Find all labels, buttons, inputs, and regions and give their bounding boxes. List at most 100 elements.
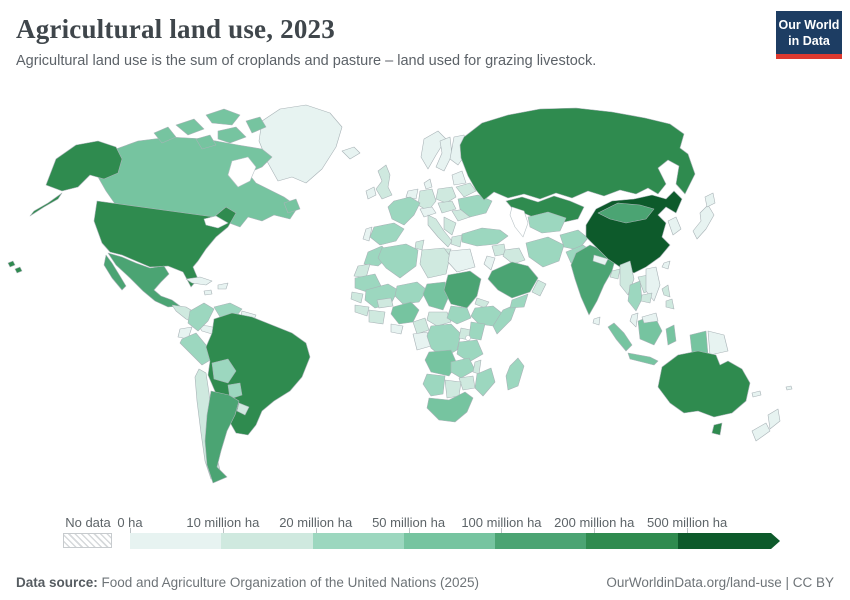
legend-bin-4[interactable]: [495, 533, 587, 549]
country-iceland[interactable]: [341, 146, 361, 160]
country-sri-lanka[interactable]: [592, 316, 601, 326]
country-cuba[interactable]: [185, 276, 213, 286]
country-hispaniola[interactable]: [217, 282, 229, 290]
country-argentina[interactable]: [204, 390, 240, 484]
country-guinea[interactable]: [354, 304, 370, 317]
country-belarus[interactable]: [455, 182, 477, 198]
country-malawi[interactable]: [472, 359, 482, 375]
country-norway[interactable]: [420, 130, 447, 170]
country-bangladesh[interactable]: [609, 268, 621, 280]
country-jamaica[interactable]: [203, 289, 213, 296]
country-balkans[interactable]: [443, 216, 457, 236]
country-kenya[interactable]: [468, 321, 486, 341]
country-senegal[interactable]: [350, 291, 364, 304]
no-data-swatch[interactable]: [63, 533, 112, 548]
country-new-zealand-south[interactable]: [751, 422, 771, 442]
country-japan-honshu[interactable]: [692, 204, 715, 240]
country-madagascar[interactable]: [505, 357, 525, 391]
country-zimbabwe[interactable]: [458, 375, 476, 391]
country-japan-hokkaido[interactable]: [704, 192, 716, 208]
country-chad[interactable]: [422, 281, 450, 311]
country-cambodia[interactable]: [640, 292, 653, 304]
country-saudi-arabia[interactable]: [487, 261, 539, 299]
country-usa-hawaii-2[interactable]: [14, 266, 23, 274]
country-philippines-2[interactable]: [665, 298, 675, 310]
legend-bin-3[interactable]: [403, 533, 496, 549]
country-benelux[interactable]: [405, 188, 419, 200]
country-taiwan[interactable]: [661, 260, 671, 270]
country-paraguay[interactable]: [227, 382, 243, 400]
country-iran[interactable]: [525, 236, 565, 268]
country-australia[interactable]: [657, 350, 751, 418]
legend-bin-0[interactable]: [130, 533, 222, 549]
country-indonesia-java[interactable]: [627, 352, 659, 366]
country-south-sudan[interactable]: [446, 305, 472, 325]
country-sweden[interactable]: [435, 136, 453, 172]
country-greenland[interactable]: [258, 104, 343, 184]
country-canada-arctic-6[interactable]: [195, 134, 217, 150]
country-ivory-coast-ghana[interactable]: [368, 309, 386, 325]
attribution-link[interactable]: OurWorldinData.org/land-use | CC BY: [606, 575, 834, 590]
country-france[interactable]: [387, 196, 421, 226]
country-usa-alaska[interactable]: [45, 140, 123, 192]
country-new-zealand-north[interactable]: [767, 408, 781, 430]
country-usa-hawaii-1[interactable]: [7, 260, 16, 268]
country-gulf-of-guinea-states[interactable]: [390, 323, 404, 335]
country-iraq[interactable]: [502, 247, 526, 265]
country-turkmenistan-uzbekistan[interactable]: [527, 211, 567, 234]
country-papua-new-guinea[interactable]: [707, 330, 729, 356]
country-egypt[interactable]: [447, 248, 476, 273]
country-turkey[interactable]: [461, 227, 509, 247]
country-ireland[interactable]: [365, 186, 377, 200]
country-angola[interactable]: [424, 349, 458, 377]
country-mexico-baja[interactable]: [103, 254, 127, 291]
country-vietnam[interactable]: [645, 266, 661, 302]
country-oman[interactable]: [531, 279, 547, 297]
country-bolivia[interactable]: [211, 358, 237, 384]
country-alpine-states[interactable]: [419, 206, 437, 218]
country-indonesia-sumatra[interactable]: [607, 322, 633, 352]
legend-bin-1[interactable]: [221, 533, 313, 549]
country-thailand[interactable]: [627, 280, 643, 312]
country-mongolia[interactable]: [597, 202, 655, 224]
country-ukraine[interactable]: [457, 194, 493, 218]
country-malaysia[interactable]: [629, 312, 639, 328]
country-tanzania[interactable]: [456, 339, 484, 363]
country-sudan[interactable]: [443, 270, 482, 309]
legend-bin-2[interactable]: [312, 533, 404, 549]
country-canada-arctic-4[interactable]: [217, 126, 247, 144]
country-colombia[interactable]: [187, 302, 215, 332]
country-algeria[interactable]: [377, 243, 419, 279]
country-spain[interactable]: [369, 222, 405, 246]
country-niger[interactable]: [394, 281, 428, 305]
country-burkina-faso[interactable]: [376, 297, 394, 309]
country-fiji[interactable]: [785, 385, 793, 391]
country-tunisia[interactable]: [414, 239, 425, 251]
country-usa-aleutians[interactable]: [29, 192, 63, 217]
country-greece[interactable]: [450, 234, 463, 248]
country-peru[interactable]: [179, 332, 213, 366]
country-namibia[interactable]: [422, 373, 446, 397]
country-portugal[interactable]: [362, 226, 373, 242]
legend-bin-6[interactable]: [678, 533, 780, 549]
country-zambia[interactable]: [450, 357, 476, 379]
country-canada-arctic-3[interactable]: [175, 118, 205, 136]
legend-bin-5[interactable]: [586, 533, 678, 549]
country-libya[interactable]: [419, 247, 451, 279]
country-italy[interactable]: [427, 214, 453, 248]
country-denmark[interactable]: [423, 178, 433, 190]
country-cameroon[interactable]: [412, 317, 430, 335]
country-mexico[interactable]: [107, 252, 181, 308]
country-australia-tasmania[interactable]: [711, 422, 723, 436]
country-canada-arctic-1[interactable]: [205, 108, 241, 126]
country-uruguay[interactable]: [236, 402, 250, 416]
country-central-europe[interactable]: [437, 200, 457, 214]
country-central-african-republic[interactable]: [426, 311, 452, 327]
country-jordan-israel[interactable]: [483, 255, 496, 271]
country-united-kingdom[interactable]: [375, 164, 393, 200]
country-indonesia-sulawesi[interactable]: [665, 324, 677, 346]
country-canada-newfoundland[interactable]: [283, 198, 301, 214]
country-russia[interactable]: [459, 107, 696, 201]
country-afghanistan[interactable]: [559, 229, 589, 251]
country-philippines-1[interactable]: [661, 284, 671, 298]
